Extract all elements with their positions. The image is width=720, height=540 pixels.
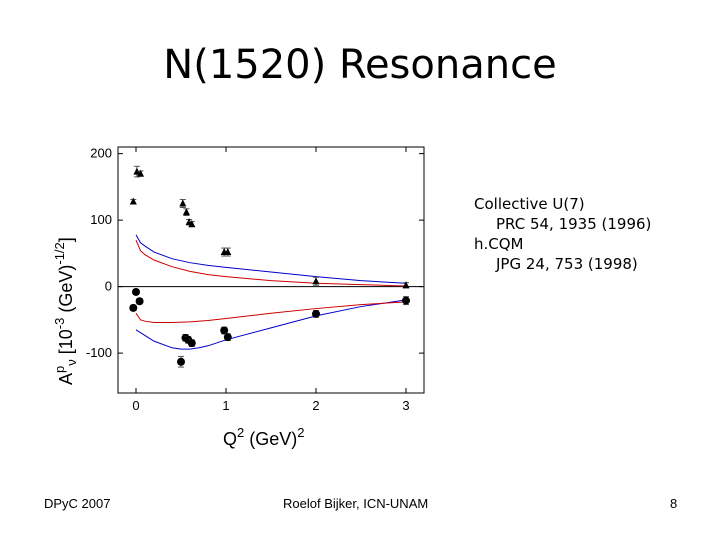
- circle-point: [220, 326, 229, 335]
- triangle-point: [182, 208, 190, 216]
- footer-page-number: 8: [670, 496, 678, 511]
- circle-point: [177, 357, 185, 366]
- legend-ref-u7: PRC 54, 1935 (1996): [496, 215, 652, 233]
- footer-conference: DPyC 2007: [44, 496, 111, 511]
- y-tick-label: -100: [86, 345, 112, 360]
- model-curve-3: [135, 239, 407, 287]
- slide-title: N(1520) Resonance: [163, 42, 557, 88]
- circle-point: [402, 296, 410, 305]
- circle-point: [187, 339, 196, 348]
- model-curves: [135, 234, 407, 350]
- circle-point: [135, 297, 144, 306]
- data-points: [129, 165, 410, 368]
- circle-point: [129, 303, 138, 312]
- circle-point: [312, 309, 320, 318]
- model-curve-2: [135, 234, 407, 284]
- model-curve-5: [135, 301, 407, 324]
- x-tick-label: 3: [402, 398, 409, 413]
- triangle-point: [224, 248, 232, 256]
- axis-ticks: 0 1 2 3 -100 0 100 200: [86, 146, 424, 413]
- x-tick-label: 0: [132, 398, 139, 413]
- model-curve-4: [135, 299, 407, 350]
- triangle-point: [312, 277, 320, 285]
- triangle-point: [188, 220, 196, 228]
- footer-author: Roelof Bijker, ICN-UNAM: [283, 496, 429, 511]
- triangle-point: [129, 197, 137, 205]
- triangle-point: [179, 199, 187, 207]
- x-tick-label: 2: [312, 398, 319, 413]
- y-tick-label: 0: [105, 279, 112, 294]
- x-tick-label: 1: [222, 398, 229, 413]
- triangle-point: [402, 281, 410, 289]
- y-axis-label: Apν [10-3 (GeV)-1/2]: [52, 237, 79, 385]
- y-tick-label: 100: [90, 212, 112, 227]
- y-tick-label: 200: [90, 146, 112, 161]
- legend-item-hcqm: h.CQM: [474, 235, 524, 253]
- legend-ref-hcqm: JPG 24, 753 (1998): [496, 255, 638, 273]
- circle-point: [223, 333, 232, 342]
- legend-item-u7: Collective U(7): [474, 195, 585, 213]
- plot-frame: [117, 146, 425, 394]
- legend: Collective U(7) PRC 54, 1935 (1996) h.CQ…: [474, 194, 651, 274]
- triangle-point: [133, 167, 141, 175]
- x-axis-label: Q2 (GeV)2: [223, 425, 305, 449]
- triangle-point: [137, 169, 144, 177]
- circle-point: [132, 287, 140, 296]
